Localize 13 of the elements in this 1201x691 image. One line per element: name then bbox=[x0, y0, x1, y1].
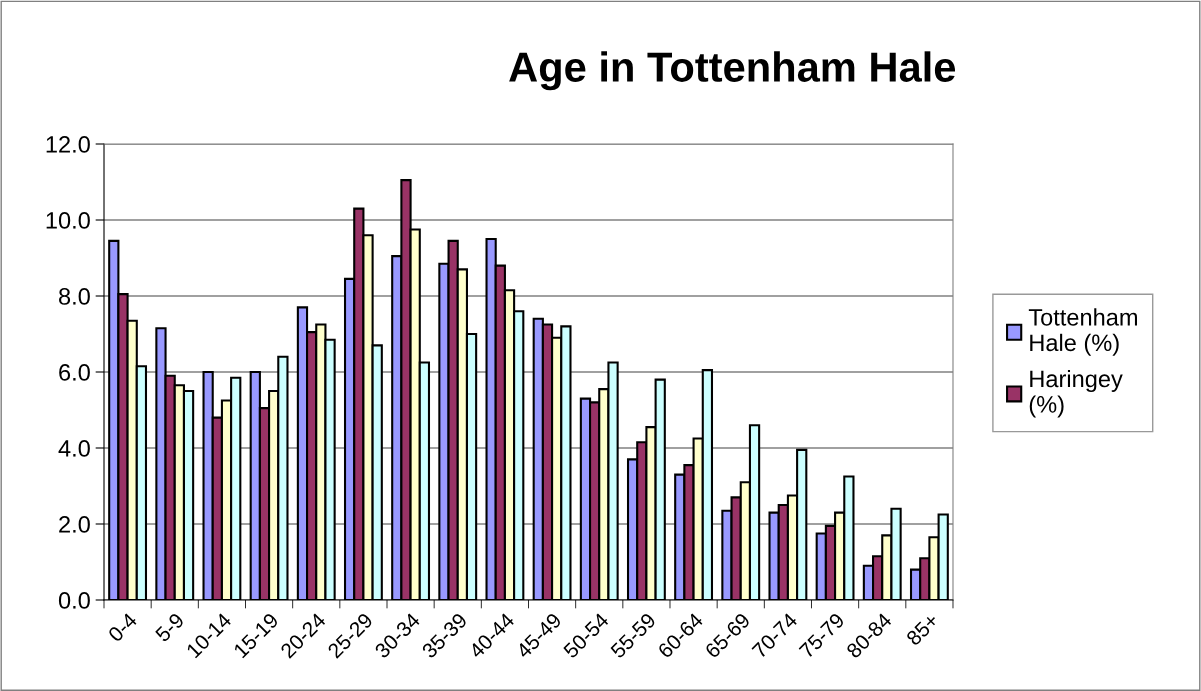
x-tick-label: 5-9 bbox=[154, 612, 185, 643]
chart-title: Age in Tottenham Hale bbox=[509, 51, 956, 91]
y-tick-label: 6.0 bbox=[59, 364, 90, 381]
legend-label: Haringey (%) bbox=[1029, 369, 1123, 418]
y-tick-label: 0.0 bbox=[58, 592, 90, 609]
y-tick-label: 4.0 bbox=[58, 440, 90, 457]
legend-label: Tottenham Hale (%) bbox=[1028, 308, 1137, 356]
y-tick-label: 2.0 bbox=[59, 516, 90, 533]
y-tick-label: 8.0 bbox=[59, 288, 90, 305]
x-tick-label: 0-4 bbox=[107, 611, 138, 643]
y-tick-label: 10.0 bbox=[46, 212, 90, 229]
y-tick-label: 12.0 bbox=[46, 136, 90, 153]
x-tick-label: 85+ bbox=[905, 612, 940, 647]
